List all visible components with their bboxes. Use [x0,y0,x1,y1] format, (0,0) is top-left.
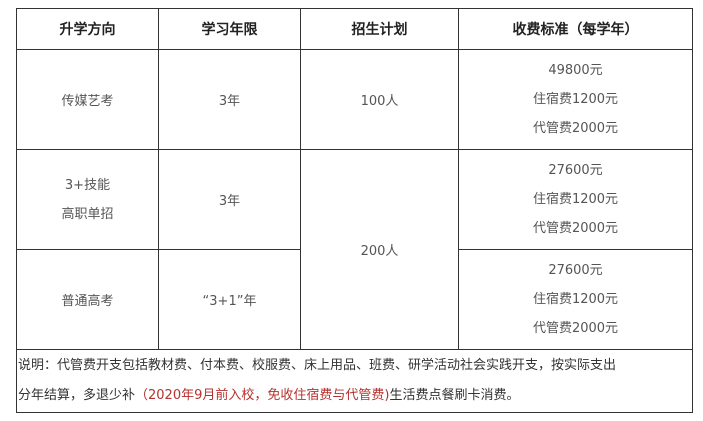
years-cell: 3年 [158,49,301,150]
direction-line: 高职单招 [61,206,114,222]
plan-cell: 200人 [300,149,459,350]
note-cell: 说明：代管费开支包括教材费、付本费、校服费、床上用品、班费、研学活动社会实践开支… [16,349,693,413]
note-row: 说明：代管费开支包括教材费、付本费、校服费、床上用品、班费、研学活动社会实践开支… [16,349,693,413]
management-fee: 代管费2000元 [532,321,619,336]
note-line-2: 分年结算，多退少补（2020年9月前入校，免收住宿费与代管费)生活费点餐刷卡消费… [18,381,692,411]
note-highlight: （2020年9月前入校，免收住宿费与代管费) [135,388,390,403]
tuition: 27600元 [548,263,603,278]
table-row: 3+技能 高职单招 3年 200人 27600元 住宿费1200元 代管费2000元 [16,149,693,350]
fees-cell: 27600元住宿费1200元 代管费2000元 [458,149,693,250]
table-row: 传媒艺考 3年 100人 49800元住宿费1200元 代管费2000元 [16,49,693,150]
lodging-fee: 住宿费1200元 [532,292,619,307]
tuition: 49800元 [548,63,603,78]
management-fee: 代管费2000元 [532,221,619,236]
fees-cell: 49800元住宿费1200元 代管费2000元 [458,49,693,150]
header-years: 学习年限 [158,8,301,50]
note-line-1: 说明：代管费开支包括教材费、付本费、校服费、床上用品、班费、研学活动社会实践开支… [18,358,617,373]
lodging-fee: 住宿费1200元 [532,192,619,207]
note-text: 生活费点餐刷卡消费。 [389,388,520,403]
plan-cell: 100人 [300,49,459,150]
direction-cell: 普通高考 [16,249,159,350]
fee-table: 升学方向 学习年限 招生计划 收费标准（每学年） 传媒艺考 3年 100人 49… [16,8,693,413]
lodging-fee: 住宿费1200元 [532,92,619,107]
management-fee: 代管费2000元 [532,121,619,136]
years-cell: 3年 [158,149,301,250]
header-direction: 升学方向 [16,8,159,50]
years-cell: “3+1”年 [158,249,301,350]
direction-cell: 3+技能高职单招 [16,149,159,250]
direction-line: 3+技能 [64,177,111,193]
table-row: 普通高考 “3+1”年 27600元住宿费1200元 代管费2000元 [16,249,693,350]
tuition: 27600元 [548,163,603,178]
fees-cell: 27600元住宿费1200元 代管费2000元 [458,249,693,350]
direction-cell: 传媒艺考 [16,49,159,150]
header-row: 升学方向 学习年限 招生计划 收费标准（每学年） [16,8,693,50]
note-text: 分年结算，多退少补 [18,388,136,403]
header-fees: 收费标准（每学年） [458,8,693,50]
header-plan: 招生计划 [300,8,459,50]
